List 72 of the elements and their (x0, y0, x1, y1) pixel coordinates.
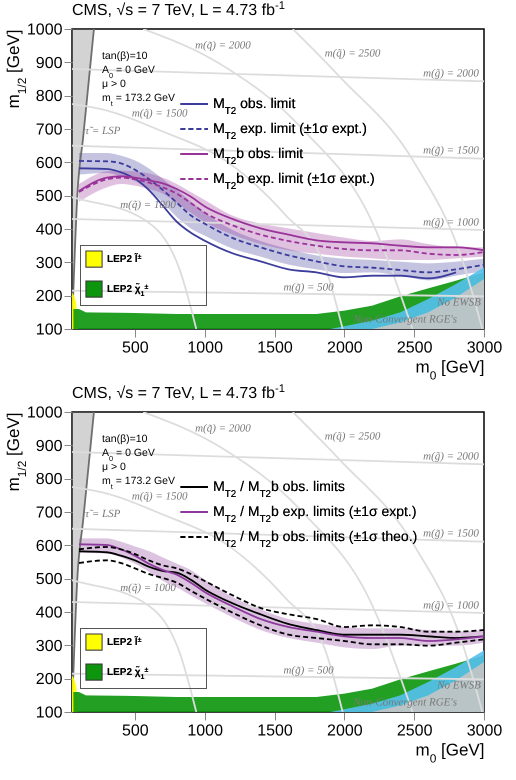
annotation: m(g̃) = 2000 (423, 67, 480, 80)
x-tick-label: 1500 (257, 340, 293, 356)
x-tick-label: 500 (122, 722, 149, 740)
y-tick-label: 1000 (26, 22, 63, 38)
annotation: Non-Convergent RGE's (352, 696, 458, 709)
legend-label: LEP2 l̃$^{±}$ (107, 253, 142, 265)
x-axis-title: m$_{0}$ [GeV] (416, 358, 484, 382)
y-tick-label: 200 (36, 671, 63, 688)
annotation: m(q̃) = 2500 (324, 47, 381, 60)
legend-label: M$_{T2}$ exp. limit (±1σ expt.) (213, 120, 367, 142)
x-tick-label: 2500 (396, 340, 433, 356)
y-tick-label: 100 (36, 704, 63, 722)
x-tick-label: 3000 (466, 340, 502, 356)
legend-label: M$_{T2}$ / M$_{T2}$b obs. limits (213, 478, 345, 500)
legend-label: M$_{T2}$ / M$_{T2}$b exp. limits (±1σ expt.) (213, 503, 416, 524)
x-tick-label: 1500 (257, 722, 293, 740)
x-tick-label: 2000 (327, 340, 363, 356)
annotation: τ̃ = LSP (85, 508, 121, 520)
annotation: m(q̃) = 1500 (132, 107, 188, 120)
annotation: m(q̃) = 2500 (324, 430, 381, 442)
annotation: tan(β)=10 (102, 433, 148, 445)
y-tick-label: 800 (36, 471, 63, 488)
y-tick-label: 400 (36, 222, 63, 238)
annotation: μ > 0 (102, 78, 126, 90)
annotation: A$_{0}$ = 0 GeV (102, 447, 155, 462)
annotation: m(g̃) = 500 (283, 664, 334, 677)
y-tick-label: 300 (36, 254, 63, 272)
x-tick-label: 1000 (187, 340, 224, 356)
x-tick-label: 3000 (466, 722, 502, 740)
y-tick-label: 700 (36, 504, 63, 522)
legend-label: M$_{T2}$ / M$_{T2}$b obs. limits (±1σ theo.) (213, 528, 418, 550)
y-tick-label: 600 (36, 538, 63, 555)
annotation: m(q̃) = 1000 (120, 582, 176, 594)
y-tick-label: 100 (36, 322, 63, 338)
x-tick-label: 2500 (396, 722, 433, 740)
x-tick-label: 2000 (327, 722, 363, 740)
annotation: m(q̃) = 2000 (195, 40, 252, 52)
annotation: m$_{t}$ = 173.2 GeV (102, 92, 175, 108)
y-tick-label: 300 (36, 638, 63, 655)
annotation: m(g̃) = 1000 (423, 599, 480, 612)
annotation: Non-Convergent RGE's (352, 314, 458, 326)
annotation: A$_{0}$ = 0 GeV (102, 64, 155, 80)
y-tick-label: 800 (36, 88, 63, 106)
annotation: m(q̃) = 1500 (132, 490, 188, 502)
x-tick-label: 500 (122, 340, 149, 356)
y-tick-label: 600 (36, 154, 63, 172)
legend-label: LEP2 l̃$^{±}$ (107, 636, 142, 648)
annotation: m$_{t}$ = 173.2 GeV (102, 475, 175, 490)
y-tick-label: 900 (36, 54, 63, 72)
y-tick-label: 500 (36, 571, 63, 588)
x-axis-title: m$_{0}$ [GeV] (416, 740, 484, 766)
y-tick-label: 200 (36, 288, 63, 306)
chart-title: CMS, √s = 7 TeV, L = 4.73 fb$^{-1}$ (72, 0, 285, 19)
legend-label: M$_{T2}$b obs. limit (213, 145, 304, 166)
y-tick-label: 1000 (26, 404, 63, 422)
legend-label: M$_{T2}$b exp. limit (±1σ expt.) (213, 170, 375, 192)
y-tick-label: 400 (36, 604, 63, 622)
annotation: m(g̃) = 2000 (423, 450, 480, 462)
annotation: m(g̃) = 500 (283, 282, 334, 294)
annotation: m(g̃) = 1000 (423, 216, 480, 228)
y-tick-label: 700 (36, 122, 63, 138)
y-tick-label: 900 (36, 438, 63, 455)
chart-title: CMS, √s = 7 TeV, L = 4.73 fb$^{-1}$ (72, 383, 285, 402)
annotation: tan(β)=10 (102, 50, 148, 62)
x-tick-label: 1000 (187, 722, 224, 740)
annotation: m(g̃) = 1500 (423, 144, 480, 157)
annotation: μ > 0 (102, 461, 126, 473)
legend-label: M$_{T2}$ obs. limit (213, 95, 296, 116)
annotation: m(g̃) = 1500 (423, 528, 480, 540)
y-tick-label: 500 (36, 188, 63, 206)
annotation: m(q̃) = 2000 (195, 422, 252, 435)
annotation: τ̃ = LSP (85, 125, 121, 137)
